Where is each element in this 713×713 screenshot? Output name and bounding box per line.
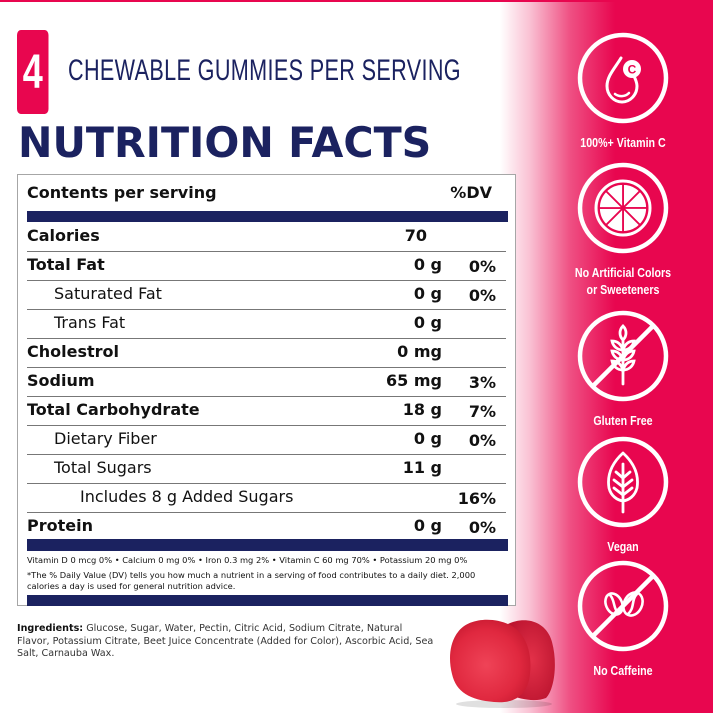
nutrient-amount: 0 g	[413, 516, 442, 535]
page-title: NUTRITION FACTS	[18, 118, 432, 167]
daily-value-header: %DV	[450, 183, 492, 202]
nutrient-amount: 65 mg	[386, 371, 442, 390]
nutrient-name: Calories	[27, 226, 100, 245]
nutrient-amount: 0 mg	[397, 342, 442, 361]
ingredients-label: Ingredients:	[17, 623, 84, 634]
contents-per-serving-label: Contents per serving	[27, 183, 217, 202]
nutrient-row-sodium: Sodium 65 mg 3%	[27, 367, 506, 397]
daily-value-footnote: *The % Daily Value (DV) tells you how mu…	[27, 570, 476, 591]
nutrient-dv: 0%	[468, 431, 496, 450]
nutrition-facts-panel: Contents per serving %DV Calories 70 Tot…	[17, 174, 516, 606]
nutrient-row-saturated-fat: Saturated Fat 0 g 0%	[27, 280, 506, 310]
ingredients-list: Glucose, Sugar, Water, Pectin, Citric Ac…	[17, 623, 434, 659]
serving-header: 4 CHEWABLE GUMMIES PER SERVING	[17, 30, 461, 114]
feature-label: No Artificial Colors or Sweeteners	[557, 264, 688, 298]
nutrient-dv: 0%	[468, 518, 496, 537]
nutrient-row-total-sugars: Total Sugars 11 g	[27, 454, 506, 484]
feature-no-artificial: No Artificial Colors or Sweeteners	[573, 162, 673, 298]
nutrient-dv: 0%	[468, 257, 496, 276]
nutrient-name: Total Sugars	[54, 458, 152, 477]
nutrient-row-cholesterol: Cholestrol 0 mg	[27, 338, 506, 368]
serving-count-badge: 4	[17, 30, 49, 114]
nutrient-row-trans-fat: Trans Fat 0 g	[27, 309, 506, 339]
feature-label: 100%+ Vitamin C	[580, 135, 666, 150]
nutrient-row-total-carbohydrate: Total Carbohydrate 18 g 7%	[27, 396, 506, 426]
nutrient-row-added-sugars: Includes 8 g Added Sugars 16%	[27, 483, 506, 513]
nutrient-amount: 0 g	[413, 429, 442, 448]
nutrient-name: Includes 8 g Added Sugars	[80, 487, 294, 506]
feature-vitamin-c: C 100%+ Vitamin C	[573, 32, 673, 151]
navy-divider-middle	[27, 539, 508, 551]
nutrient-row-calories: Calories 70	[27, 222, 506, 252]
nutrient-name: Trans Fat	[54, 313, 126, 332]
nutrient-dv: 3%	[468, 373, 496, 392]
nutrient-amount: 11 g	[402, 458, 442, 477]
feature-label: Vegan	[607, 539, 639, 554]
feature-label-line2: or Sweeteners	[586, 282, 660, 297]
no-coffee-bean-icon	[577, 560, 669, 652]
nutrient-name: Protein	[27, 516, 93, 535]
nutrient-name: Saturated Fat	[54, 284, 162, 303]
nutrient-dv: 0%	[468, 286, 496, 305]
nutrient-amount: 0 g	[413, 284, 442, 303]
no-wheat-icon	[577, 310, 669, 402]
nutrient-row-protein: Protein 0 g 0%	[27, 512, 506, 541]
nutrient-amount: 0 g	[413, 313, 442, 332]
nutrient-row-dietary-fiber: Dietary Fiber 0 g 0%	[27, 425, 506, 455]
feature-gluten-free: Gluten Free	[573, 310, 673, 429]
nutrient-amount: 18 g	[402, 400, 442, 419]
nutrient-dv: 7%	[468, 402, 496, 421]
vitamins-minerals-line: Vitamin D 0 mcg 0% • Calcium 0 mg 0% • I…	[27, 555, 468, 565]
navy-divider-top	[27, 211, 508, 222]
nutrient-name: Total Carbohydrate	[27, 400, 200, 419]
citrus-slice-icon	[577, 162, 669, 254]
nutrient-row-total-fat: Total Fat 0 g 0%	[27, 251, 506, 281]
feature-label: No Caffeine	[593, 663, 653, 678]
nutrient-amount: 0 g	[413, 255, 442, 274]
nutrient-name: Dietary Fiber	[54, 429, 157, 448]
gummy-illustration	[450, 619, 555, 708]
nutrient-name: Total Fat	[27, 255, 105, 274]
nutrient-name: Sodium	[27, 371, 95, 390]
top-accent-line	[0, 0, 713, 2]
feature-no-caffeine: No Caffeine	[573, 560, 673, 679]
navy-divider-bottom	[27, 595, 508, 606]
nutrient-amount: 70	[404, 226, 427, 245]
nutrient-name: Cholestrol	[27, 342, 119, 361]
vitamin-c-drop-icon: C	[577, 32, 669, 124]
serving-description: CHEWABLE GUMMIES PER SERVING	[68, 54, 461, 87]
svg-text:C: C	[628, 63, 637, 77]
nutrition-header: Contents per serving %DV	[27, 183, 508, 205]
leaf-icon	[577, 436, 669, 528]
nutrient-dv: 16%	[457, 489, 496, 508]
feature-label: Gluten Free	[593, 413, 653, 428]
feature-vegan: Vegan	[573, 436, 673, 555]
ingredients-text: Ingredients: Glucose, Sugar, Water, Pect…	[17, 623, 437, 661]
feature-label-line1: No Artificial Colors	[574, 265, 672, 280]
